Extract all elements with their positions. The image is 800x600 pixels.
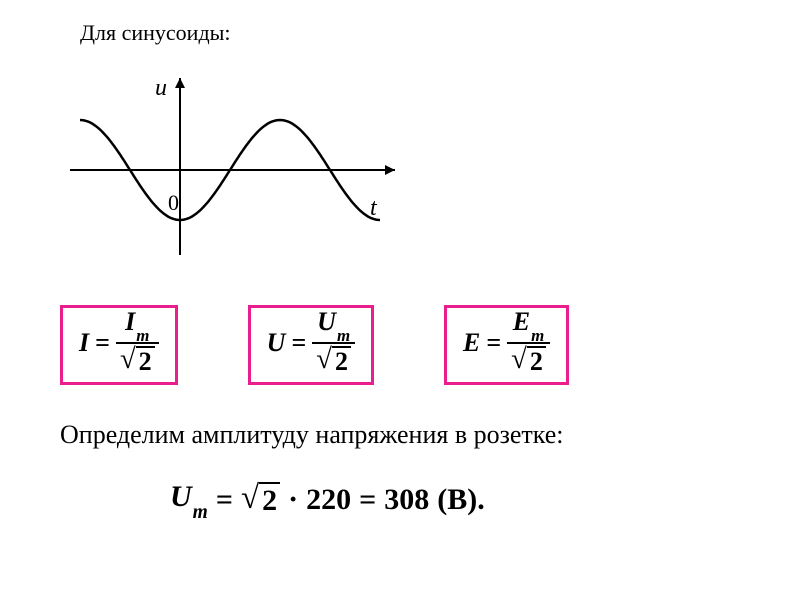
formula-E-frac: Em √2 bbox=[507, 309, 550, 377]
equals-sign: = bbox=[291, 328, 306, 358]
result-lhs-base: U bbox=[170, 480, 192, 513]
formula-E-lhs: E bbox=[463, 328, 480, 358]
formula-E-num-base: E bbox=[513, 307, 530, 336]
slide-title: Для синусоиды: bbox=[80, 20, 231, 46]
formula-box-E: E = Em √2 bbox=[444, 305, 569, 385]
y-axis-label: u bbox=[155, 75, 167, 102]
formula-E: E = Em √2 bbox=[463, 309, 550, 377]
result-value: 308 bbox=[384, 483, 429, 517]
equals-sign: = bbox=[95, 328, 110, 358]
equals-sign: = bbox=[216, 483, 233, 517]
formula-box-U: U = Um √2 bbox=[248, 305, 374, 385]
formula-E-radicand: 2 bbox=[527, 346, 546, 377]
formula-E-num-sub: m bbox=[531, 326, 544, 345]
result-lhs-sub: m bbox=[193, 502, 208, 523]
formula-U-lhs: U bbox=[267, 328, 286, 358]
sinusoid-plot bbox=[60, 70, 400, 270]
amplitude-text: Определим амплитуду напряжения в розетке… bbox=[60, 420, 564, 450]
result-sqrt: √2 bbox=[241, 482, 280, 517]
rms-formulas-row: I = Im √2 U = bbox=[60, 305, 740, 385]
result-radicand: 2 bbox=[259, 482, 280, 517]
formula-U-radicand: 2 bbox=[332, 346, 351, 377]
formula-U: U = Um √2 bbox=[267, 309, 355, 377]
formula-I-sqrt: √2 bbox=[120, 346, 155, 377]
formula-I-lhs: I bbox=[79, 328, 89, 358]
formula-I-frac: Im √2 bbox=[116, 309, 159, 377]
formula-E-sqrt: √2 bbox=[511, 346, 546, 377]
mult-dot: · bbox=[288, 483, 298, 517]
formula-U-sqrt: √2 bbox=[316, 346, 351, 377]
formula-U-num-base: U bbox=[317, 307, 336, 336]
result-unit: (В). bbox=[437, 483, 485, 517]
result-formula: Um = √2 · 220 = 308 (В). bbox=[170, 480, 485, 519]
formula-I-num-sub: m bbox=[136, 326, 149, 345]
formula-I-num-base: I bbox=[125, 307, 135, 336]
origin-label: 0 bbox=[168, 190, 179, 216]
formula-I-radicand: 2 bbox=[136, 346, 155, 377]
equals-sign: = bbox=[359, 483, 376, 517]
equals-sign: = bbox=[486, 328, 501, 358]
formula-U-num-sub: m bbox=[337, 326, 350, 345]
result-factor: 220 bbox=[306, 483, 351, 517]
formula-I: I = Im √2 bbox=[79, 309, 159, 377]
formula-box-I: I = Im √2 bbox=[60, 305, 178, 385]
x-axis-label: t bbox=[370, 195, 377, 222]
formula-U-frac: Um √2 bbox=[312, 309, 355, 377]
